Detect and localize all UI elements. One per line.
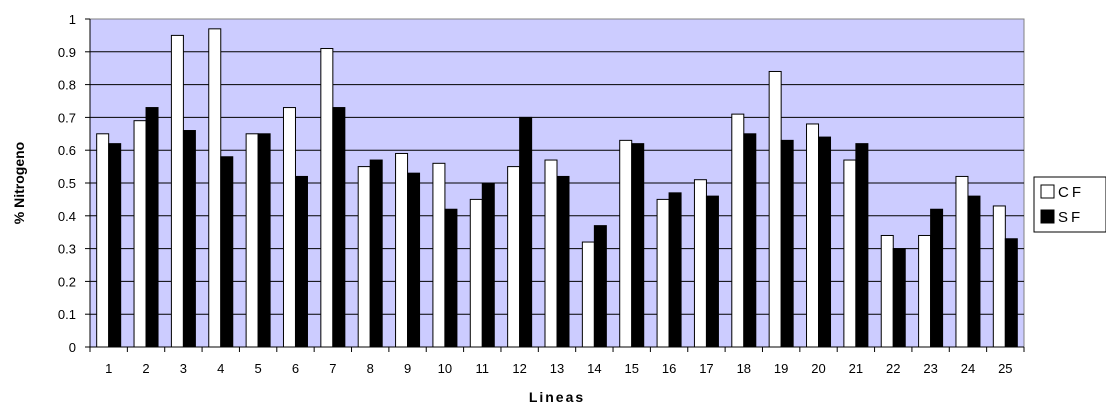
legend-swatch-sf [1040, 209, 1055, 224]
legend: CF SF [1033, 176, 1106, 233]
bar-cf-11 [469, 198, 483, 348]
x-tick-label: 8 [367, 361, 374, 376]
bar-sf-19 [780, 139, 794, 348]
bar-sf-14 [593, 225, 607, 348]
bar-cf-4 [208, 28, 222, 348]
y-tick-label: 0.2 [58, 274, 76, 289]
bar-cf-5 [245, 133, 259, 348]
bar-sf-5 [257, 133, 271, 348]
bar-cf-12 [507, 166, 521, 348]
x-tick-label: 22 [886, 361, 900, 376]
bar-sf-20 [818, 136, 832, 348]
x-tick-label: 2 [142, 361, 149, 376]
y-tick-label: 0.4 [58, 209, 76, 224]
bar-sf-6 [294, 175, 308, 348]
x-tick-label: 18 [737, 361, 751, 376]
y-tick-label: 0.5 [58, 176, 76, 191]
bar-sf-13 [556, 175, 570, 348]
x-tick-label: 3 [180, 361, 187, 376]
x-tick-label: 7 [329, 361, 336, 376]
bar-cf-22 [880, 234, 894, 348]
bar-cf-6 [282, 107, 296, 348]
legend-swatch-cf [1040, 184, 1055, 199]
bar-cf-18 [731, 113, 745, 348]
x-tick-label: 1 [105, 361, 112, 376]
y-axis-title: % Nitrogeno [11, 142, 27, 224]
bar-sf-1 [108, 143, 122, 348]
x-tick-label: 25 [998, 361, 1012, 376]
x-axis: 1 2 3 4 5 6 7 8 9 10 11 12 13 14 15 16 17 18 19 20 21 22 23 24 2… [89, 346, 1025, 376]
bar-cf-9 [395, 152, 409, 348]
bar-sf-10 [444, 208, 458, 348]
bar-cf-13 [544, 159, 558, 348]
bar-sf-21 [855, 143, 869, 348]
x-tick-label: 14 [587, 361, 601, 376]
legend-label-sf: SF [1058, 209, 1083, 226]
x-tick-label: 24 [961, 361, 975, 376]
x-tick-label: 23 [923, 361, 937, 376]
bar-sf-7 [332, 107, 346, 348]
x-tick-label: 20 [811, 361, 825, 376]
x-tick-label: 11 [476, 361, 490, 376]
bar-sf-22 [892, 248, 906, 348]
y-tick-label: 0.7 [58, 110, 76, 125]
legend-label-cf: CF [1058, 184, 1084, 201]
x-tick-label: 13 [550, 361, 564, 376]
y-tick-label: 0 [69, 340, 76, 355]
bar-sf-16 [668, 192, 682, 348]
y-tick-label: 0.3 [58, 242, 76, 257]
x-axis-title: Lineas [529, 389, 585, 405]
bar-sf-9 [407, 172, 421, 348]
bar-cf-24 [955, 175, 969, 348]
y-axis: 0 0.1 0.2 0.3 0.4 0.5 0.6 0.7 0.8 0.9 1 [58, 12, 91, 355]
bar-sf-11 [481, 182, 495, 348]
bar-sf-25 [1004, 238, 1018, 348]
bar-sf-18 [743, 133, 757, 348]
bar-sf-15 [631, 143, 645, 348]
bar-cf-8 [357, 166, 371, 348]
x-tick-label: 15 [624, 361, 638, 376]
bar-cf-16 [656, 198, 670, 348]
x-tick-label: 19 [774, 361, 788, 376]
bar-cf-20 [806, 123, 820, 348]
bar-cf-19 [768, 70, 782, 348]
bar-sf-12 [519, 116, 533, 348]
bar-cf-21 [843, 159, 857, 348]
bars [96, 28, 1018, 348]
bar-cf-14 [581, 241, 595, 348]
bar-sf-24 [967, 195, 981, 348]
x-tick-label: 6 [292, 361, 299, 376]
bar-sf-17 [705, 195, 719, 348]
x-tick-label: 10 [438, 361, 452, 376]
y-tick-label: 0.1 [58, 307, 76, 322]
x-tick-label: 12 [512, 361, 526, 376]
bar-cf-23 [918, 234, 932, 348]
bar-cf-2 [133, 120, 147, 348]
bar-cf-15 [619, 139, 633, 348]
bar-cf-10 [432, 162, 446, 348]
y-tick-label: 0.8 [58, 78, 76, 93]
bar-sf-2 [145, 107, 159, 348]
x-tick-label: 17 [699, 361, 713, 376]
y-tick-label: 0.9 [58, 45, 76, 60]
x-tick-label: 16 [662, 361, 676, 376]
bar-sf-3 [182, 130, 196, 348]
bar-sf-8 [369, 159, 383, 348]
bar-cf-1 [96, 133, 110, 348]
bar-cf-25 [992, 205, 1006, 348]
x-tick-label: 21 [849, 361, 863, 376]
x-tick-label: 4 [217, 361, 224, 376]
y-tick-label: 1 [69, 12, 76, 27]
x-tick-label: 9 [404, 361, 411, 376]
x-tick-label: 5 [255, 361, 262, 376]
y-tick-label: 0.6 [58, 143, 76, 158]
bar-sf-23 [930, 208, 944, 348]
bar-cf-7 [320, 48, 334, 348]
bar-sf-4 [220, 156, 234, 348]
bar-cf-3 [170, 34, 184, 348]
bar-cf-17 [693, 179, 707, 348]
